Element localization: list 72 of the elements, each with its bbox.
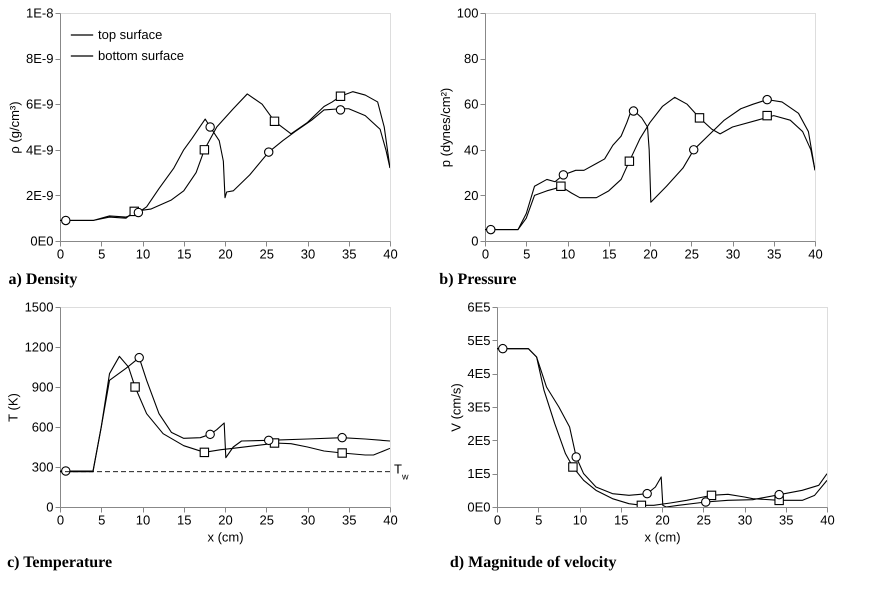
x-tick-label: 15	[614, 512, 628, 528]
x-tick-label: 20	[655, 512, 670, 528]
y-tick-label: 8E-9	[26, 51, 54, 66]
x-tick-label: 30	[738, 512, 752, 528]
y-tick-label: 60	[464, 96, 478, 112]
x-tick-label: 30	[300, 246, 316, 262]
x-tick-label: 10	[136, 246, 150, 262]
x-tick-label: 25	[696, 512, 711, 528]
y-tick-label: 80	[464, 51, 478, 66]
x-tick-label: 0	[56, 246, 64, 262]
x-tick-label: 15	[602, 246, 616, 262]
x-tick-label: 40	[383, 512, 398, 528]
x-tick-label: 40	[820, 512, 835, 528]
y-tick-label: 0	[471, 234, 478, 248]
y-tick-label: 6E5	[467, 300, 490, 314]
x-tick-label: 15	[177, 512, 192, 528]
legend-label: bottom surface	[98, 48, 184, 63]
x-tick-label: 25	[684, 246, 699, 262]
y-axis-title: T (K)	[6, 393, 21, 422]
x-tick-label: 35	[342, 246, 356, 262]
y-tick-label: 20	[464, 188, 478, 203]
y-tick-label: 6E-9	[26, 96, 54, 112]
x-tick-label: 35	[779, 512, 794, 528]
y-axis-title: p (dynes/cm²)	[438, 88, 453, 168]
y-tick-label: 1E-8	[26, 6, 54, 20]
legend-label: top surface	[98, 27, 162, 42]
x-tick-label: 10	[572, 512, 588, 528]
x-tick-label: 40	[808, 246, 823, 262]
x-tick-label: 30	[300, 512, 316, 528]
x-tick-label: 20	[643, 246, 658, 262]
text: c) Temperature	[7, 554, 112, 571]
x-tick-label: 20	[218, 246, 233, 262]
y-axis-title: ρ (g/cm³)	[7, 101, 22, 154]
x-tick-label: 20	[218, 512, 233, 528]
y-tick-label: 0	[46, 500, 54, 514]
text: a) Density	[8, 271, 78, 288]
x-tick-label: 30	[726, 246, 740, 262]
y-tick-label: 0E0	[30, 234, 54, 248]
x-tick-label: 10	[560, 246, 576, 262]
x-tick-label: 5	[535, 512, 542, 528]
y-tick-label: 2E5	[467, 432, 490, 448]
y-tick-label: 1500	[24, 300, 54, 314]
y-tick-label: 100	[456, 6, 478, 20]
y-tick-label: 1E5	[467, 466, 490, 482]
y-tick-label: 300	[32, 460, 54, 474]
x-tick-label: 5	[98, 512, 106, 528]
x-tick-label: 0	[56, 512, 64, 528]
y-tick-label: 0E0	[467, 500, 490, 514]
y-tick-label: 4E5	[467, 366, 490, 382]
y-tick-label: 5E5	[467, 332, 490, 348]
text: b) Pressure	[439, 271, 516, 288]
y-tick-label: 4E-9	[26, 142, 54, 158]
x-tick-label: 35	[342, 512, 356, 528]
y-tick-label: 40	[464, 142, 478, 158]
x-tick-label: 5	[523, 246, 530, 262]
y-tick-label: 900	[32, 380, 54, 394]
x-tick-label: 25	[260, 246, 274, 262]
x-tick-label: 15	[177, 246, 192, 262]
x-tick-label: 40	[383, 246, 398, 262]
y-tick-label: 600	[32, 420, 54, 434]
y-tick-label: 3E5	[467, 400, 490, 414]
y-axis-title: V (cm/s)	[448, 383, 464, 432]
x-tick-label: 25	[260, 512, 274, 528]
x-tick-label: 10	[136, 512, 150, 528]
x-tick-label: 35	[767, 246, 782, 262]
y-tick-label: 1200	[24, 340, 54, 354]
x-tick-label: 5	[98, 246, 106, 262]
text: d) Magnitude of velocity	[450, 554, 617, 571]
x-tick-label: 0	[494, 512, 502, 528]
y-tick-label: 2E-9	[26, 188, 54, 203]
x-axis-title: x (cm)	[207, 530, 244, 544]
x-axis-title: x (cm)	[644, 530, 681, 544]
